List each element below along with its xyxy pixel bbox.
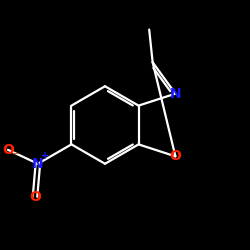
Text: N: N [170,87,181,101]
Text: O: O [170,149,181,163]
Text: O: O [29,190,41,203]
Text: N: N [32,157,44,171]
Text: O: O [2,143,14,157]
Text: +: + [41,151,50,161]
Text: ⁻: ⁻ [12,151,18,161]
